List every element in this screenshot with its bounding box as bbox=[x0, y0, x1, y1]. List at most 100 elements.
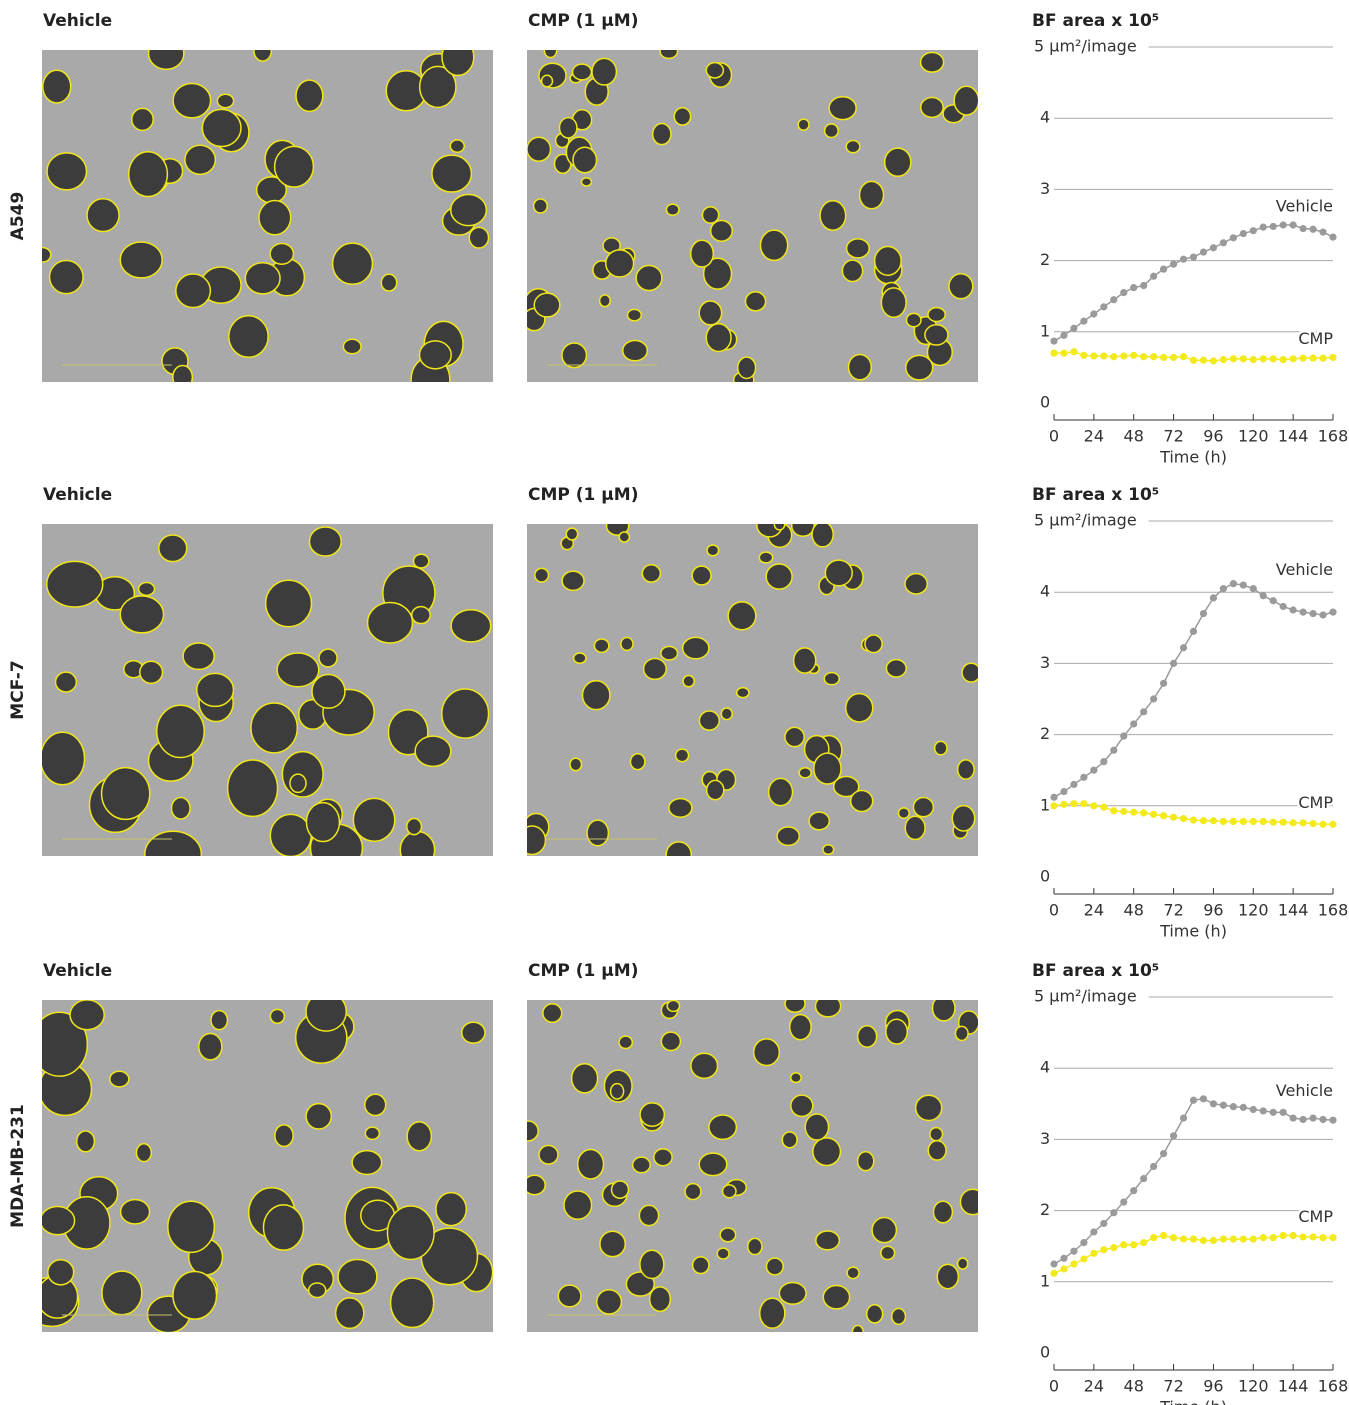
spheroid bbox=[581, 680, 611, 711]
spheroid bbox=[790, 524, 815, 537]
data-point bbox=[1150, 695, 1158, 703]
data-point bbox=[1259, 355, 1267, 363]
x-tick-label: 24 bbox=[1084, 1377, 1104, 1396]
x-tick-label: 48 bbox=[1124, 1377, 1144, 1396]
spheroid bbox=[571, 63, 593, 81]
spheroid bbox=[873, 245, 902, 276]
y-tick-label: 5 μm²/image bbox=[1034, 987, 1137, 1006]
x-tick-label: 48 bbox=[1124, 427, 1144, 446]
spheroid bbox=[144, 830, 203, 856]
spheroid bbox=[660, 645, 679, 661]
data-point bbox=[1219, 239, 1227, 247]
spheroid bbox=[953, 85, 978, 116]
spheroid bbox=[823, 671, 840, 686]
spheroid bbox=[399, 830, 436, 856]
spheroid bbox=[719, 1227, 737, 1243]
spheroid bbox=[412, 553, 430, 569]
spheroid bbox=[210, 1009, 229, 1031]
spheroid bbox=[813, 752, 842, 785]
spheroid bbox=[828, 95, 857, 121]
data-point bbox=[1219, 355, 1227, 364]
data-point bbox=[1319, 820, 1327, 828]
spheroid bbox=[758, 551, 774, 564]
y-tick-label: 1 bbox=[1040, 1271, 1050, 1290]
data-point bbox=[1299, 354, 1307, 362]
series-label: Vehicle bbox=[1276, 1081, 1333, 1100]
spheroid bbox=[681, 636, 710, 660]
data-point bbox=[1319, 354, 1327, 362]
data-point bbox=[1110, 1244, 1118, 1252]
spheroid bbox=[569, 757, 583, 772]
spheroid bbox=[961, 662, 978, 683]
spheroid bbox=[418, 340, 452, 370]
spheroid bbox=[808, 811, 831, 831]
spheroid bbox=[295, 79, 324, 113]
spheroid bbox=[698, 300, 723, 326]
data-point bbox=[1100, 758, 1108, 766]
cell-image bbox=[42, 50, 493, 382]
series-label: Vehicle bbox=[1276, 560, 1333, 579]
spheroid bbox=[638, 1204, 660, 1227]
data-point bbox=[1090, 310, 1098, 318]
spheroid bbox=[758, 1297, 786, 1329]
series-label: CMP bbox=[1298, 329, 1333, 348]
spheroid bbox=[702, 257, 733, 290]
spheroid bbox=[789, 1072, 802, 1084]
x-tick-label: 24 bbox=[1084, 901, 1104, 920]
spheroid bbox=[618, 1035, 634, 1050]
spheroid bbox=[691, 565, 712, 586]
spheroid bbox=[527, 1120, 539, 1142]
data-point bbox=[1050, 337, 1058, 345]
spheroid bbox=[262, 1204, 305, 1251]
spheroid bbox=[804, 1113, 830, 1141]
data-point bbox=[1259, 1107, 1267, 1115]
spheroid bbox=[844, 692, 874, 723]
spheroid bbox=[334, 1297, 365, 1330]
image-content bbox=[42, 50, 493, 382]
spheroid bbox=[561, 342, 588, 369]
data-point bbox=[1120, 352, 1128, 360]
data-point bbox=[1269, 1108, 1277, 1116]
data-point bbox=[1289, 606, 1297, 614]
spheroid bbox=[798, 766, 812, 779]
spheroid bbox=[849, 789, 874, 813]
data-point bbox=[1239, 1235, 1247, 1243]
spheroid bbox=[811, 524, 834, 548]
spheroid bbox=[689, 239, 715, 268]
data-point bbox=[1259, 1234, 1267, 1242]
data-point bbox=[1070, 1260, 1078, 1268]
image-bg bbox=[527, 50, 978, 382]
spheroid bbox=[42, 246, 52, 263]
data-point bbox=[1319, 1115, 1327, 1124]
spheroid bbox=[460, 1021, 486, 1044]
spheroid bbox=[69, 1000, 105, 1031]
cell-image bbox=[527, 1000, 978, 1332]
spheroid bbox=[570, 1062, 599, 1094]
spheroid bbox=[639, 1249, 665, 1280]
x-tick-label: 168 bbox=[1318, 901, 1349, 920]
spheroid bbox=[929, 1126, 944, 1142]
spheroid bbox=[932, 1200, 954, 1224]
spheroid bbox=[701, 206, 720, 224]
spheroid bbox=[269, 242, 295, 266]
spheroid bbox=[46, 152, 88, 191]
data-point bbox=[1179, 353, 1188, 361]
spheroid bbox=[936, 1263, 960, 1290]
spheroid bbox=[527, 136, 552, 162]
spheroid bbox=[744, 291, 767, 312]
spheroid bbox=[674, 748, 690, 763]
series-label: CMP bbox=[1298, 793, 1333, 812]
image-title: CMP (1 μM) bbox=[528, 11, 638, 31]
spheroid bbox=[411, 605, 431, 625]
spheroid bbox=[665, 841, 693, 856]
data-point bbox=[1189, 356, 1198, 364]
spheroid bbox=[558, 116, 578, 139]
data-point bbox=[1150, 810, 1158, 818]
spheroid bbox=[47, 1259, 75, 1286]
data-point bbox=[1279, 818, 1287, 826]
data-point bbox=[1169, 1234, 1178, 1242]
chart-title: BF area x 10⁵ bbox=[1032, 961, 1159, 981]
y-tick-label: 4 bbox=[1040, 108, 1050, 127]
spheroid bbox=[767, 777, 794, 807]
data-point bbox=[1100, 1246, 1108, 1254]
